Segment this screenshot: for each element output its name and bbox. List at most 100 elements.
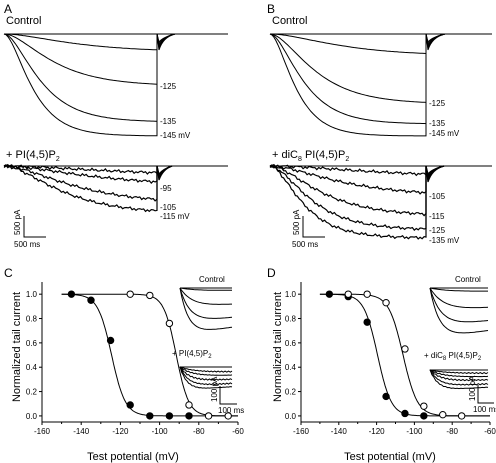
panel-d-inset-scale-time: 100 ms: [473, 405, 496, 414]
data-point-open: [382, 298, 390, 307]
current-trace: [269, 164, 445, 195]
data-point-open: [165, 319, 174, 328]
panel-a-treatment-level: -95: [160, 184, 172, 193]
panel-b-scale-bar: 500 pA 500 ms: [292, 209, 325, 249]
x-tick-label: -120: [112, 427, 129, 436]
y-tick-label: 0.2: [285, 388, 297, 397]
panel-c-inset-treatment-traces: [179, 366, 233, 389]
x-tick-label: -140: [331, 427, 348, 436]
inset-trace: [179, 287, 232, 305]
panel-d-letter: D: [267, 266, 276, 280]
x-tick-label: -60: [232, 427, 244, 436]
panel-c-inset-scale-time: 100 ms: [218, 406, 244, 415]
panel-d-inset-scale-current: 100 pA: [468, 375, 477, 401]
panel-b-treatment-traces: [269, 163, 492, 240]
current-trace: [269, 33, 446, 137]
panel-c-inset: Control + PI(4,5)P2 100 pA 100 ms: [172, 275, 244, 415]
panel-c-inset-scale-bar: [219, 386, 237, 405]
data-point-open: [146, 291, 154, 300]
x-tick-label: -140: [73, 427, 90, 436]
current-trace: [269, 165, 445, 240]
panel-b-control-title: Control: [272, 15, 307, 27]
panel-d: D -160 -140 -120 -100 -80 -60 0.0 0.2 0.4 0.6 0.8 1…: [267, 266, 496, 463]
inset-trace: [179, 367, 233, 376]
y-tick-label: 0.6: [26, 339, 38, 348]
data-point-open: [126, 290, 134, 298]
panel-a-treatment-level: -105: [160, 203, 177, 212]
panel-c-letter: C: [4, 266, 13, 280]
data-point-filled: [126, 401, 134, 409]
y-tick-label: 0.0: [285, 412, 297, 421]
current-trace: [4, 33, 176, 51]
panel-a-letter: A: [4, 2, 12, 16]
current-trace: [3, 33, 176, 85]
current-trace: [269, 163, 445, 177]
panel-d-inset-control-label: Control: [455, 275, 481, 284]
y-tick-label: 0.0: [26, 412, 38, 421]
panel-b-treatment-level: -115: [429, 212, 445, 221]
data-point-open: [204, 412, 213, 420]
x-tick-label: -100: [152, 427, 169, 436]
panel-a-treatment-level: -115 mV: [160, 212, 190, 221]
panel-c-y-axis-label: Normalized tail current: [11, 292, 23, 402]
panel-c-inset-control-label: Control: [199, 275, 225, 284]
inset-trace: [179, 287, 233, 330]
data-point-open: [439, 410, 447, 419]
data-point-filled: [87, 296, 95, 304]
panel-b-control-level: -125: [429, 99, 446, 108]
y-tick-label: 0.8: [26, 315, 38, 324]
inset-trace: [179, 366, 233, 386]
x-tick-label: -120: [369, 427, 386, 436]
current-trace: [3, 33, 176, 122]
panel-b-treatment-level: -105: [429, 192, 446, 201]
data-point-filled: [146, 412, 154, 420]
inset-trace: [429, 369, 489, 375]
current-trace: [3, 164, 173, 202]
current-trace: [269, 33, 446, 103]
panel-a-control-level: -135: [160, 117, 177, 126]
y-tick-label: 1.0: [285, 290, 297, 299]
panel-d-inset-treatment-label: + diC8 PI(4,5)P2: [424, 351, 482, 362]
panel-c-axes: -160 -140 -120 -100 -80 -60 0.0 0.2 0.4 0.6 0.8 1.0: [26, 282, 244, 436]
panel-b-control-traces: [269, 33, 492, 137]
panel-c-inset-scale-current: 100 pA: [210, 376, 219, 402]
current-trace: [3, 164, 173, 213]
current-trace: [269, 164, 445, 231]
x-tick-label: -80: [193, 427, 205, 436]
panel-b-control-level: -145 mV: [429, 129, 460, 138]
panel-a-control-title: Control: [6, 15, 41, 27]
panel-d-x-axis-label: Test potential (mV): [344, 451, 436, 463]
inset-trace: [179, 366, 233, 373]
panel-c: C -160 -140 -120 -100 -80 -60 0.0 0.2 0.4 0.6 0.8 1…: [4, 266, 244, 463]
panel-d-axes: -160 -140 -120 -100 -80 -60 0.0 0.2 0.4 0.6 0.8 1.0: [285, 282, 496, 436]
inset-trace: [179, 287, 233, 319]
current-trace: [3, 33, 176, 137]
svg-text:500 ms: 500 ms: [14, 240, 40, 249]
data-point-open: [185, 401, 193, 409]
panel-c-x-axis-label: Test potential (mV): [87, 451, 179, 463]
panel-b-treatment-level: -135 mV: [429, 236, 460, 245]
y-tick-label: 0.4: [285, 363, 297, 372]
current-trace: [3, 164, 173, 185]
panel-d-inset-treatment-traces: [429, 369, 489, 390]
panel-d-y-axis-label: Normalized tail current: [272, 292, 284, 402]
svg-text:500 ms: 500 ms: [292, 240, 318, 249]
x-tick-label: -80: [446, 427, 458, 436]
data-point-filled: [185, 412, 193, 420]
panel-b-letter: B: [267, 2, 275, 16]
data-point-open: [363, 290, 371, 298]
inset-trace: [429, 287, 489, 334]
panel-b-control-level: -135: [429, 119, 446, 128]
inset-trace: [179, 367, 233, 381]
inset-trace: [429, 370, 489, 382]
panel-c-inset-control-traces: [179, 287, 233, 330]
x-tick-label: -60: [484, 427, 496, 436]
panel-d-inset-scale-bar: [477, 385, 494, 404]
panel-a-treatment-traces: [3, 163, 228, 213]
data-point-filled: [401, 409, 409, 418]
panel-a-control-level: -125: [160, 82, 177, 91]
inset-trace: [430, 370, 489, 378]
panel-a-control-traces: [3, 33, 228, 137]
data-point-filled: [165, 412, 174, 420]
